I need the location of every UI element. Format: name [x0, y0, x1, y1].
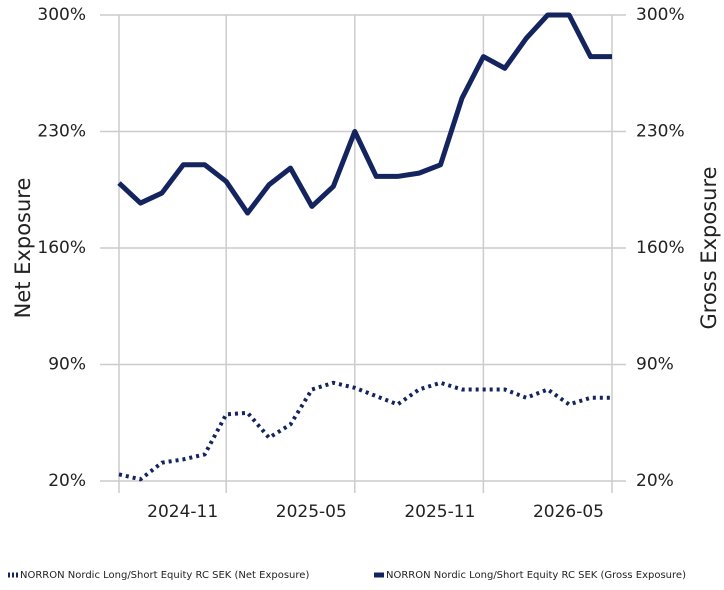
y2-tick-label: 300%: [636, 5, 685, 25]
y-tick-label: 20%: [48, 471, 86, 491]
y2-tick-label: 20%: [636, 471, 674, 491]
y-tick-label: 160%: [37, 238, 86, 258]
legend-label: NORRON Nordic Long/Short Equity RC SEK (…: [386, 570, 686, 581]
y-axis-title: Net Exposure: [11, 178, 35, 319]
y2-tick-label: 230%: [636, 122, 685, 142]
y-tick-label: 90%: [48, 355, 86, 375]
x-tick-label: 2024-11: [147, 502, 218, 522]
series-line: [118, 380, 612, 482]
series-line: [117, 12, 612, 216]
x-tick-label: 2025-05: [276, 502, 347, 522]
y2-tick-label: 90%: [636, 355, 674, 375]
x-tick-label: 2026-05: [533, 502, 604, 522]
legend-label: NORRON Nordic Long/Short Equity RC SEK (…: [20, 570, 309, 581]
x-tick-label: 2025-11: [404, 502, 475, 522]
y-tick-label: 300%: [37, 5, 86, 25]
y2-tick-label: 160%: [636, 238, 685, 258]
y-tick-label: 230%: [37, 122, 86, 142]
y2-axis-title: Gross Exposure: [697, 166, 721, 329]
